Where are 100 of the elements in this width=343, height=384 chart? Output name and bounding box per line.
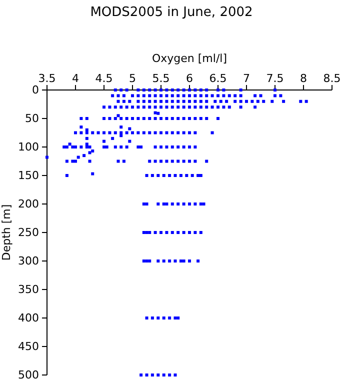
point bbox=[142, 231, 146, 234]
point bbox=[194, 100, 197, 103]
point bbox=[80, 117, 83, 120]
point bbox=[145, 316, 148, 320]
point bbox=[128, 100, 132, 103]
point bbox=[91, 172, 94, 176]
point bbox=[279, 94, 282, 98]
point bbox=[234, 94, 237, 98]
point bbox=[142, 88, 146, 92]
point bbox=[176, 88, 180, 92]
point bbox=[154, 106, 157, 109]
point bbox=[160, 100, 162, 103]
y-tick-label: 300 bbox=[18, 254, 39, 268]
point bbox=[120, 117, 123, 120]
point bbox=[188, 117, 191, 120]
point bbox=[250, 100, 254, 103]
point bbox=[199, 202, 202, 206]
y-tick-label: 150 bbox=[18, 169, 39, 182]
point bbox=[299, 100, 302, 103]
point bbox=[116, 114, 120, 118]
point bbox=[216, 106, 220, 109]
point bbox=[176, 160, 180, 163]
point bbox=[205, 100, 208, 103]
point bbox=[128, 140, 132, 143]
point bbox=[148, 160, 152, 163]
point bbox=[234, 100, 237, 103]
point bbox=[102, 140, 106, 143]
point bbox=[82, 154, 86, 158]
point bbox=[194, 231, 197, 234]
point bbox=[120, 126, 123, 129]
point bbox=[188, 202, 191, 206]
point bbox=[270, 100, 274, 103]
x-tick-label: 5 bbox=[129, 72, 136, 85]
point bbox=[162, 174, 166, 177]
x-tick-label: 8.5 bbox=[323, 72, 341, 85]
x-tick-label: 7 bbox=[243, 72, 250, 85]
point bbox=[160, 94, 162, 98]
point bbox=[182, 117, 186, 120]
y-tick-label: 450 bbox=[18, 340, 39, 354]
point bbox=[239, 100, 242, 103]
point bbox=[154, 231, 157, 234]
point bbox=[148, 131, 152, 134]
point bbox=[168, 260, 172, 262]
point bbox=[188, 100, 191, 103]
point bbox=[182, 131, 186, 134]
point bbox=[228, 94, 231, 98]
point bbox=[174, 260, 177, 262]
point bbox=[154, 131, 157, 134]
point bbox=[262, 100, 266, 103]
point bbox=[71, 160, 74, 163]
point bbox=[205, 106, 208, 109]
point bbox=[170, 100, 174, 103]
point bbox=[165, 88, 168, 92]
point bbox=[136, 106, 140, 109]
point bbox=[108, 117, 112, 120]
point bbox=[114, 117, 117, 120]
point bbox=[91, 131, 94, 134]
y-tick-label: 500 bbox=[18, 368, 39, 382]
point bbox=[131, 94, 134, 98]
point bbox=[140, 146, 143, 148]
point bbox=[182, 160, 186, 163]
x-axis-title: Oxygen [ml/l] bbox=[152, 52, 228, 65]
point bbox=[194, 88, 197, 92]
point bbox=[188, 231, 191, 234]
point bbox=[65, 160, 68, 163]
point bbox=[46, 156, 48, 159]
point bbox=[182, 260, 186, 262]
point bbox=[165, 100, 168, 103]
point bbox=[176, 106, 180, 109]
point bbox=[91, 149, 94, 152]
point bbox=[194, 94, 197, 98]
point bbox=[156, 174, 160, 177]
point bbox=[154, 88, 157, 92]
point bbox=[116, 100, 120, 103]
point bbox=[194, 146, 197, 148]
point bbox=[120, 106, 123, 109]
point bbox=[165, 202, 168, 206]
point bbox=[165, 131, 168, 134]
point bbox=[120, 88, 123, 92]
point bbox=[136, 117, 140, 120]
point bbox=[148, 117, 152, 120]
point bbox=[216, 117, 220, 120]
point bbox=[194, 117, 197, 120]
point bbox=[182, 94, 186, 98]
point bbox=[160, 146, 162, 148]
point bbox=[199, 174, 202, 177]
point bbox=[102, 131, 106, 134]
point bbox=[274, 88, 276, 92]
point bbox=[259, 94, 262, 98]
point bbox=[65, 146, 68, 148]
point bbox=[160, 160, 162, 163]
point bbox=[116, 160, 120, 163]
point bbox=[188, 260, 191, 262]
point bbox=[125, 88, 128, 92]
point bbox=[256, 100, 260, 103]
point bbox=[142, 94, 146, 98]
point bbox=[154, 146, 157, 148]
point bbox=[165, 160, 168, 163]
point bbox=[174, 374, 177, 376]
point bbox=[182, 231, 186, 234]
